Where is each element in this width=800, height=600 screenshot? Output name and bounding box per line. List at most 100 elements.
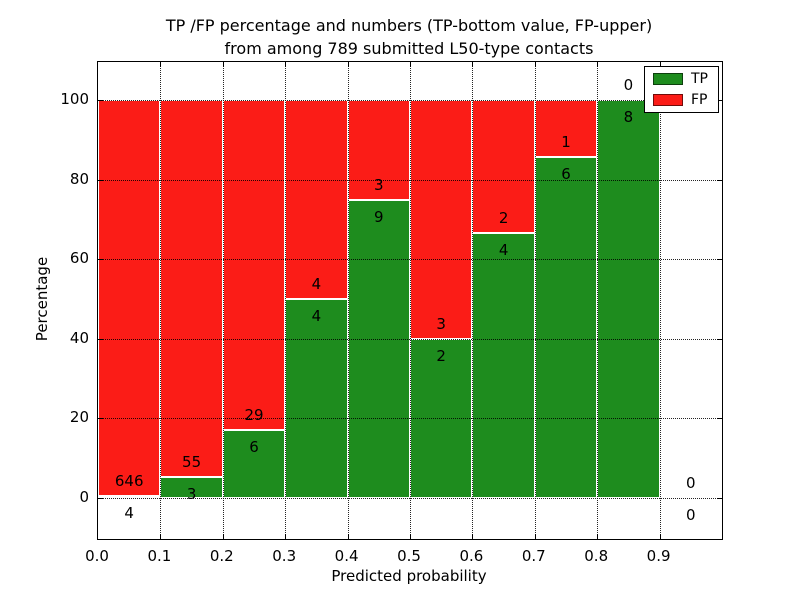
x-tick-mark-top [285, 62, 287, 67]
tp-bar-segment [472, 232, 535, 498]
x-tick-mark-top [410, 62, 411, 67]
fp-color-swatch [653, 94, 683, 106]
y-tick-mark-right [717, 498, 722, 499]
legend-label-fp: FP [691, 92, 708, 108]
x-tick-mark [472, 534, 474, 539]
fp-count-label: 646 [114, 471, 144, 490]
x-tick-mark-top [659, 62, 661, 67]
x-tick-label: 0.8 [584, 547, 609, 565]
x-tick-label: 0.6 [459, 547, 484, 565]
x-tick-mark [597, 534, 599, 539]
tp-count-label: 2 [436, 346, 446, 365]
fp-bar-segment [285, 100, 348, 299]
tp-count-label: 4 [124, 503, 134, 522]
chart-title-line1: TP /FP percentage and numbers (TP-bottom… [165, 16, 653, 35]
gridline-vertical [472, 62, 474, 539]
y-tick-label: 40 [69, 328, 89, 347]
x-tick-mark-top [222, 62, 224, 67]
legend-label-tp: TP [691, 71, 708, 87]
x-axis-label: Predicted probability [331, 567, 487, 585]
fp-count-label: 0 [623, 76, 634, 94]
tp-bar-segment [98, 495, 161, 498]
y-tick-mark-right [717, 100, 722, 101]
x-tick-mark [347, 534, 349, 539]
gridline-horizontal [98, 418, 722, 420]
y-tick-mark [98, 338, 103, 340]
gridline-vertical [222, 62, 224, 539]
fp-count-label: 4 [311, 275, 322, 293]
gridline-vertical [534, 62, 536, 539]
tp-bar-segment [597, 100, 660, 498]
x-tick-label: 0.5 [397, 547, 421, 565]
gridline-horizontal [98, 100, 722, 101]
fp-bar-segment [347, 100, 410, 200]
tp-bar-segment [222, 429, 286, 498]
y-tick-label: 80 [69, 169, 89, 188]
x-tick-mark [222, 534, 224, 539]
plot-area: 646 4 55 3 29 6 4 4 3 9 3 2 2 4 1 6 0 8 0 0 [97, 61, 723, 540]
gridline-vertical [410, 62, 411, 539]
gridline-vertical [347, 62, 349, 539]
y-tick-mark-right [717, 338, 722, 340]
fp-count-label: 55 [182, 453, 202, 472]
y-tick-mark [98, 259, 103, 261]
legend: TP FP [644, 66, 719, 113]
y-tick-mark [98, 418, 103, 420]
gridline-horizontal [98, 259, 722, 261]
gridline-vertical [285, 62, 287, 539]
fp-bar-segment [222, 100, 286, 430]
x-tick-label: 0.9 [646, 547, 671, 565]
fp-count-label: 3 [374, 175, 384, 194]
gridline-horizontal [98, 338, 722, 340]
gridline-vertical [597, 62, 599, 539]
tp-count-label: 6 [561, 164, 571, 183]
y-tick-mark-right [717, 179, 722, 181]
x-tick-mark [160, 534, 162, 539]
x-tick-mark [534, 534, 536, 539]
y-tick-mark [98, 100, 103, 101]
x-tick-mark-top [534, 62, 536, 67]
tp-count-label: 8 [623, 108, 634, 126]
tp-count-label: 6 [249, 437, 259, 456]
gridline-vertical [160, 62, 162, 539]
fp-count-label: 29 [244, 405, 264, 424]
fp-bar-segment [98, 100, 161, 496]
fp-bar-segment [410, 100, 473, 339]
x-tick-label: 0.7 [521, 547, 546, 565]
gridline-vertical [659, 62, 661, 539]
x-tick-mark-top [347, 62, 349, 67]
fp-count-label: 2 [498, 208, 509, 227]
x-tick-mark [410, 534, 411, 539]
y-axis-label: Percentage [33, 256, 51, 342]
y-tick-mark [98, 498, 103, 499]
tp-count-label: 9 [374, 207, 384, 226]
y-tick-mark [98, 179, 103, 181]
tp-bar-segment [347, 199, 410, 498]
x-tick-mark [285, 534, 287, 539]
x-tick-label: 0.4 [334, 547, 359, 565]
tp-count-label: 4 [311, 307, 322, 325]
y-tick-label: 20 [69, 408, 89, 427]
x-tick-mark [659, 534, 661, 539]
x-tick-label: 0.1 [147, 547, 172, 565]
tp-count-label: 4 [498, 240, 509, 259]
y-tick-label: 100 [60, 90, 89, 108]
gridline-horizontal [98, 179, 722, 181]
fp-count-label: 0 [686, 474, 696, 492]
legend-entry-tp: TP [653, 72, 708, 86]
tp-color-swatch [653, 73, 683, 85]
chart-title-line2: from among 789 submitted L50-type contac… [224, 39, 594, 58]
x-tick-mark-top [472, 62, 474, 67]
x-tick-label: 0.2 [209, 547, 234, 565]
legend-entry-fp: FP [653, 93, 708, 107]
fp-count-label: 3 [436, 314, 446, 333]
fp-count-label: 1 [561, 132, 571, 151]
gridline-horizontal [98, 498, 722, 499]
tp-count-label: 3 [186, 485, 197, 504]
tp-bar-segment [285, 299, 348, 498]
tp-bar-segment [534, 156, 598, 498]
tp-count-label: 0 [686, 506, 696, 524]
y-tick-label: 0 [79, 488, 89, 506]
fp-bar-segment [160, 100, 223, 478]
